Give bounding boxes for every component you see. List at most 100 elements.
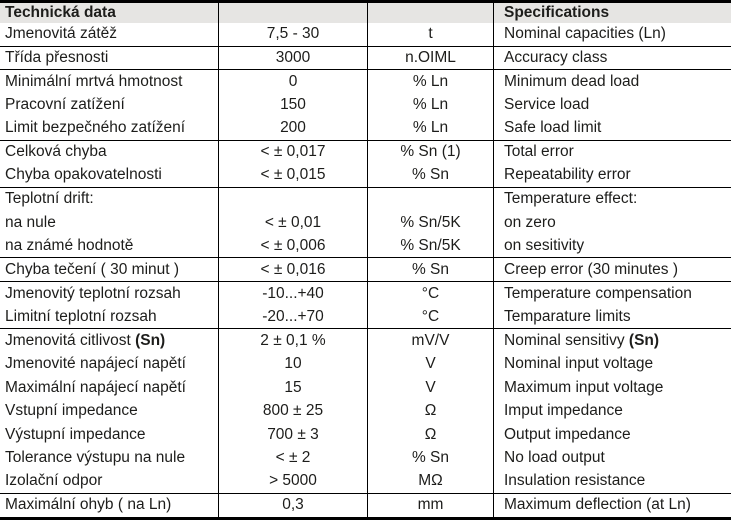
value-cell: 0: [218, 70, 367, 94]
value-cell: 2 ± 0,1 %: [218, 328, 367, 353]
unit-text: °C: [421, 307, 440, 325]
english-label: Maximum input voltage: [504, 378, 664, 396]
unit-cell: V: [367, 352, 493, 376]
czech-label: Maximální ohyb ( na Ln): [5, 496, 172, 514]
czech-label-cell: Limit bezpečného zatížení: [0, 117, 218, 141]
english-label-cell: Creep error (30 minutes ): [493, 258, 731, 282]
english-label-cell: Insulation resistance: [493, 470, 731, 494]
unit-text: V: [425, 355, 436, 373]
english-label-cell: No load output: [493, 446, 731, 471]
english-label: Temparature limits: [504, 307, 631, 325]
czech-label: Minimální mrtvá hmotnost: [5, 72, 183, 90]
czech-label-bold: (Sn): [135, 331, 166, 349]
czech-label: Jmenovitý teplotní rozsah: [5, 284, 181, 302]
table-row: Jmenovitá citlivost (Sn) 2 ± 0,1 % mV/V …: [0, 328, 731, 353]
value-header-cell: [218, 3, 367, 23]
value-text: < ± 0,006: [260, 237, 326, 255]
unit-cell: °C: [367, 305, 493, 329]
table-row: Jmenovitá zátěž 7,5 - 30 t Nominal capac…: [0, 23, 731, 47]
english-label-cell: Temparature limits: [493, 305, 731, 329]
unit-text: % Sn: [411, 166, 450, 184]
english-label-cell: Total error: [493, 140, 731, 165]
english-label-cell: Temperature compensation: [493, 281, 731, 306]
czech-label-cell: Chyba opakovatelnosti: [0, 164, 218, 188]
czech-label: Chyba tečení ( 30 minut ): [5, 260, 180, 278]
value-cell: 800 ± 25: [218, 399, 367, 424]
czech-label: Teplotní drift:: [5, 190, 94, 208]
english-label-cell: Nominal capacities (Ln): [493, 23, 731, 47]
czech-label: Maximální napájecí napětí: [5, 378, 186, 396]
value-cell: 150: [218, 93, 367, 118]
unit-cell: t: [367, 23, 493, 47]
english-header-label: Specifications: [504, 4, 610, 21]
english-label-cell: on sesitivity: [493, 234, 731, 259]
table-row: Limitní teplotní rozsah -20...+70 °C Tem…: [0, 305, 731, 329]
unit-cell: MΩ: [367, 470, 493, 494]
value-cell: 10: [218, 352, 367, 376]
unit-text: t: [428, 25, 433, 43]
table-row: Teplotní drift: Temperature effect:: [0, 187, 731, 212]
unit-cell: % Ln: [367, 117, 493, 141]
english-label-cell: Nominal sensitivy (Sn): [493, 328, 731, 353]
czech-label-cell: na známé hodnotě: [0, 235, 218, 259]
english-label-cell: Maximum deflection (at Ln): [493, 493, 731, 518]
table-row: Celková chyba < ± 0,017 % Sn (1) Total e…: [0, 140, 731, 165]
value-cell: -20...+70: [218, 305, 367, 329]
table-row: Izolační odpor > 5000 MΩ Insulation resi…: [0, 470, 731, 494]
unit-cell: % Sn/5K: [367, 234, 493, 259]
top-border: [0, 0, 731, 3]
unit-cell: [367, 187, 493, 212]
english-label-cell: Temperature effect:: [493, 187, 731, 212]
english-label: Imput impedance: [504, 402, 623, 420]
czech-label: Limitní teplotní rozsah: [5, 307, 157, 325]
czech-label-cell: Pracovní zatížení: [0, 94, 218, 118]
unit-cell: mV/V: [367, 328, 493, 353]
value-text: 0,3: [282, 496, 304, 514]
value-cell: < ± 0,015: [218, 164, 367, 188]
value-cell: < ± 2: [218, 446, 367, 471]
czech-label-cell: Jmenovité napájecí napětí: [0, 352, 218, 376]
unit-cell: n.OIML: [367, 46, 493, 71]
unit-text: % Ln: [412, 96, 449, 114]
english-label: Creep error (30 minutes ): [504, 260, 679, 278]
table-row: Vstupní impedance 800 ± 25 Ω Imput imped…: [0, 399, 731, 424]
czech-label-cell: Limitní teplotní rozsah: [0, 305, 218, 329]
czech-header-cell: Technická data: [0, 3, 218, 23]
unit-cell: °C: [367, 281, 493, 306]
english-label: Repeatability error: [504, 166, 631, 184]
value-cell: 200: [218, 117, 367, 141]
table-row: Jmenovitý teplotní rozsah -10...+40 °C T…: [0, 281, 731, 306]
unit-text: % Ln: [412, 72, 449, 90]
table-row: na nule < ± 0,01 % Sn/5K on zero: [0, 211, 731, 235]
value-text: 15: [284, 378, 302, 396]
value-cell: -10...+40: [218, 281, 367, 306]
unit-cell: % Sn: [367, 446, 493, 471]
english-label-bold: (Sn): [628, 331, 660, 349]
unit-cell: % Ln: [367, 93, 493, 118]
value-text: 2 ± 0,1 %: [260, 331, 326, 349]
unit-text: % Sn/5K: [400, 237, 461, 255]
czech-label: Celková chyba: [5, 143, 107, 161]
czech-label: Limit bezpečného zatížení: [5, 119, 186, 137]
unit-text: % Ln: [412, 119, 449, 137]
czech-label: Třída přesnosti: [5, 48, 109, 66]
value-text: < ± 0,015: [260, 166, 326, 184]
value-text: < ± 0,017: [260, 143, 326, 161]
english-label: on sesitivity: [504, 237, 585, 255]
czech-label: Tolerance výstupu na nule: [5, 449, 186, 467]
czech-label-cell: Jmenovitá zátěž: [0, 23, 218, 47]
value-text: 200: [280, 119, 306, 137]
value-text: < ± 0,01: [264, 214, 322, 232]
unit-text: V: [425, 378, 436, 396]
value-cell: 7,5 - 30: [218, 23, 367, 47]
unit-text: % Sn/5K: [400, 214, 461, 232]
table-row: Chyba opakovatelnosti < ± 0,015 % Sn Rep…: [0, 164, 731, 188]
value-cell: < ± 0,006: [218, 234, 367, 259]
table-row: na známé hodnotě < ± 0,006 % Sn/5K on se…: [0, 234, 731, 259]
unit-text: % Sn: [411, 260, 450, 278]
czech-label: Výstupní impedance: [5, 425, 146, 443]
unit-cell: V: [367, 375, 493, 400]
table-row: Minimální mrtvá hmotnost 0 % Ln Minimum …: [0, 70, 731, 94]
value-text: 3000: [275, 48, 311, 66]
czech-label-cell: Maximální ohyb ( na Ln): [0, 494, 218, 518]
